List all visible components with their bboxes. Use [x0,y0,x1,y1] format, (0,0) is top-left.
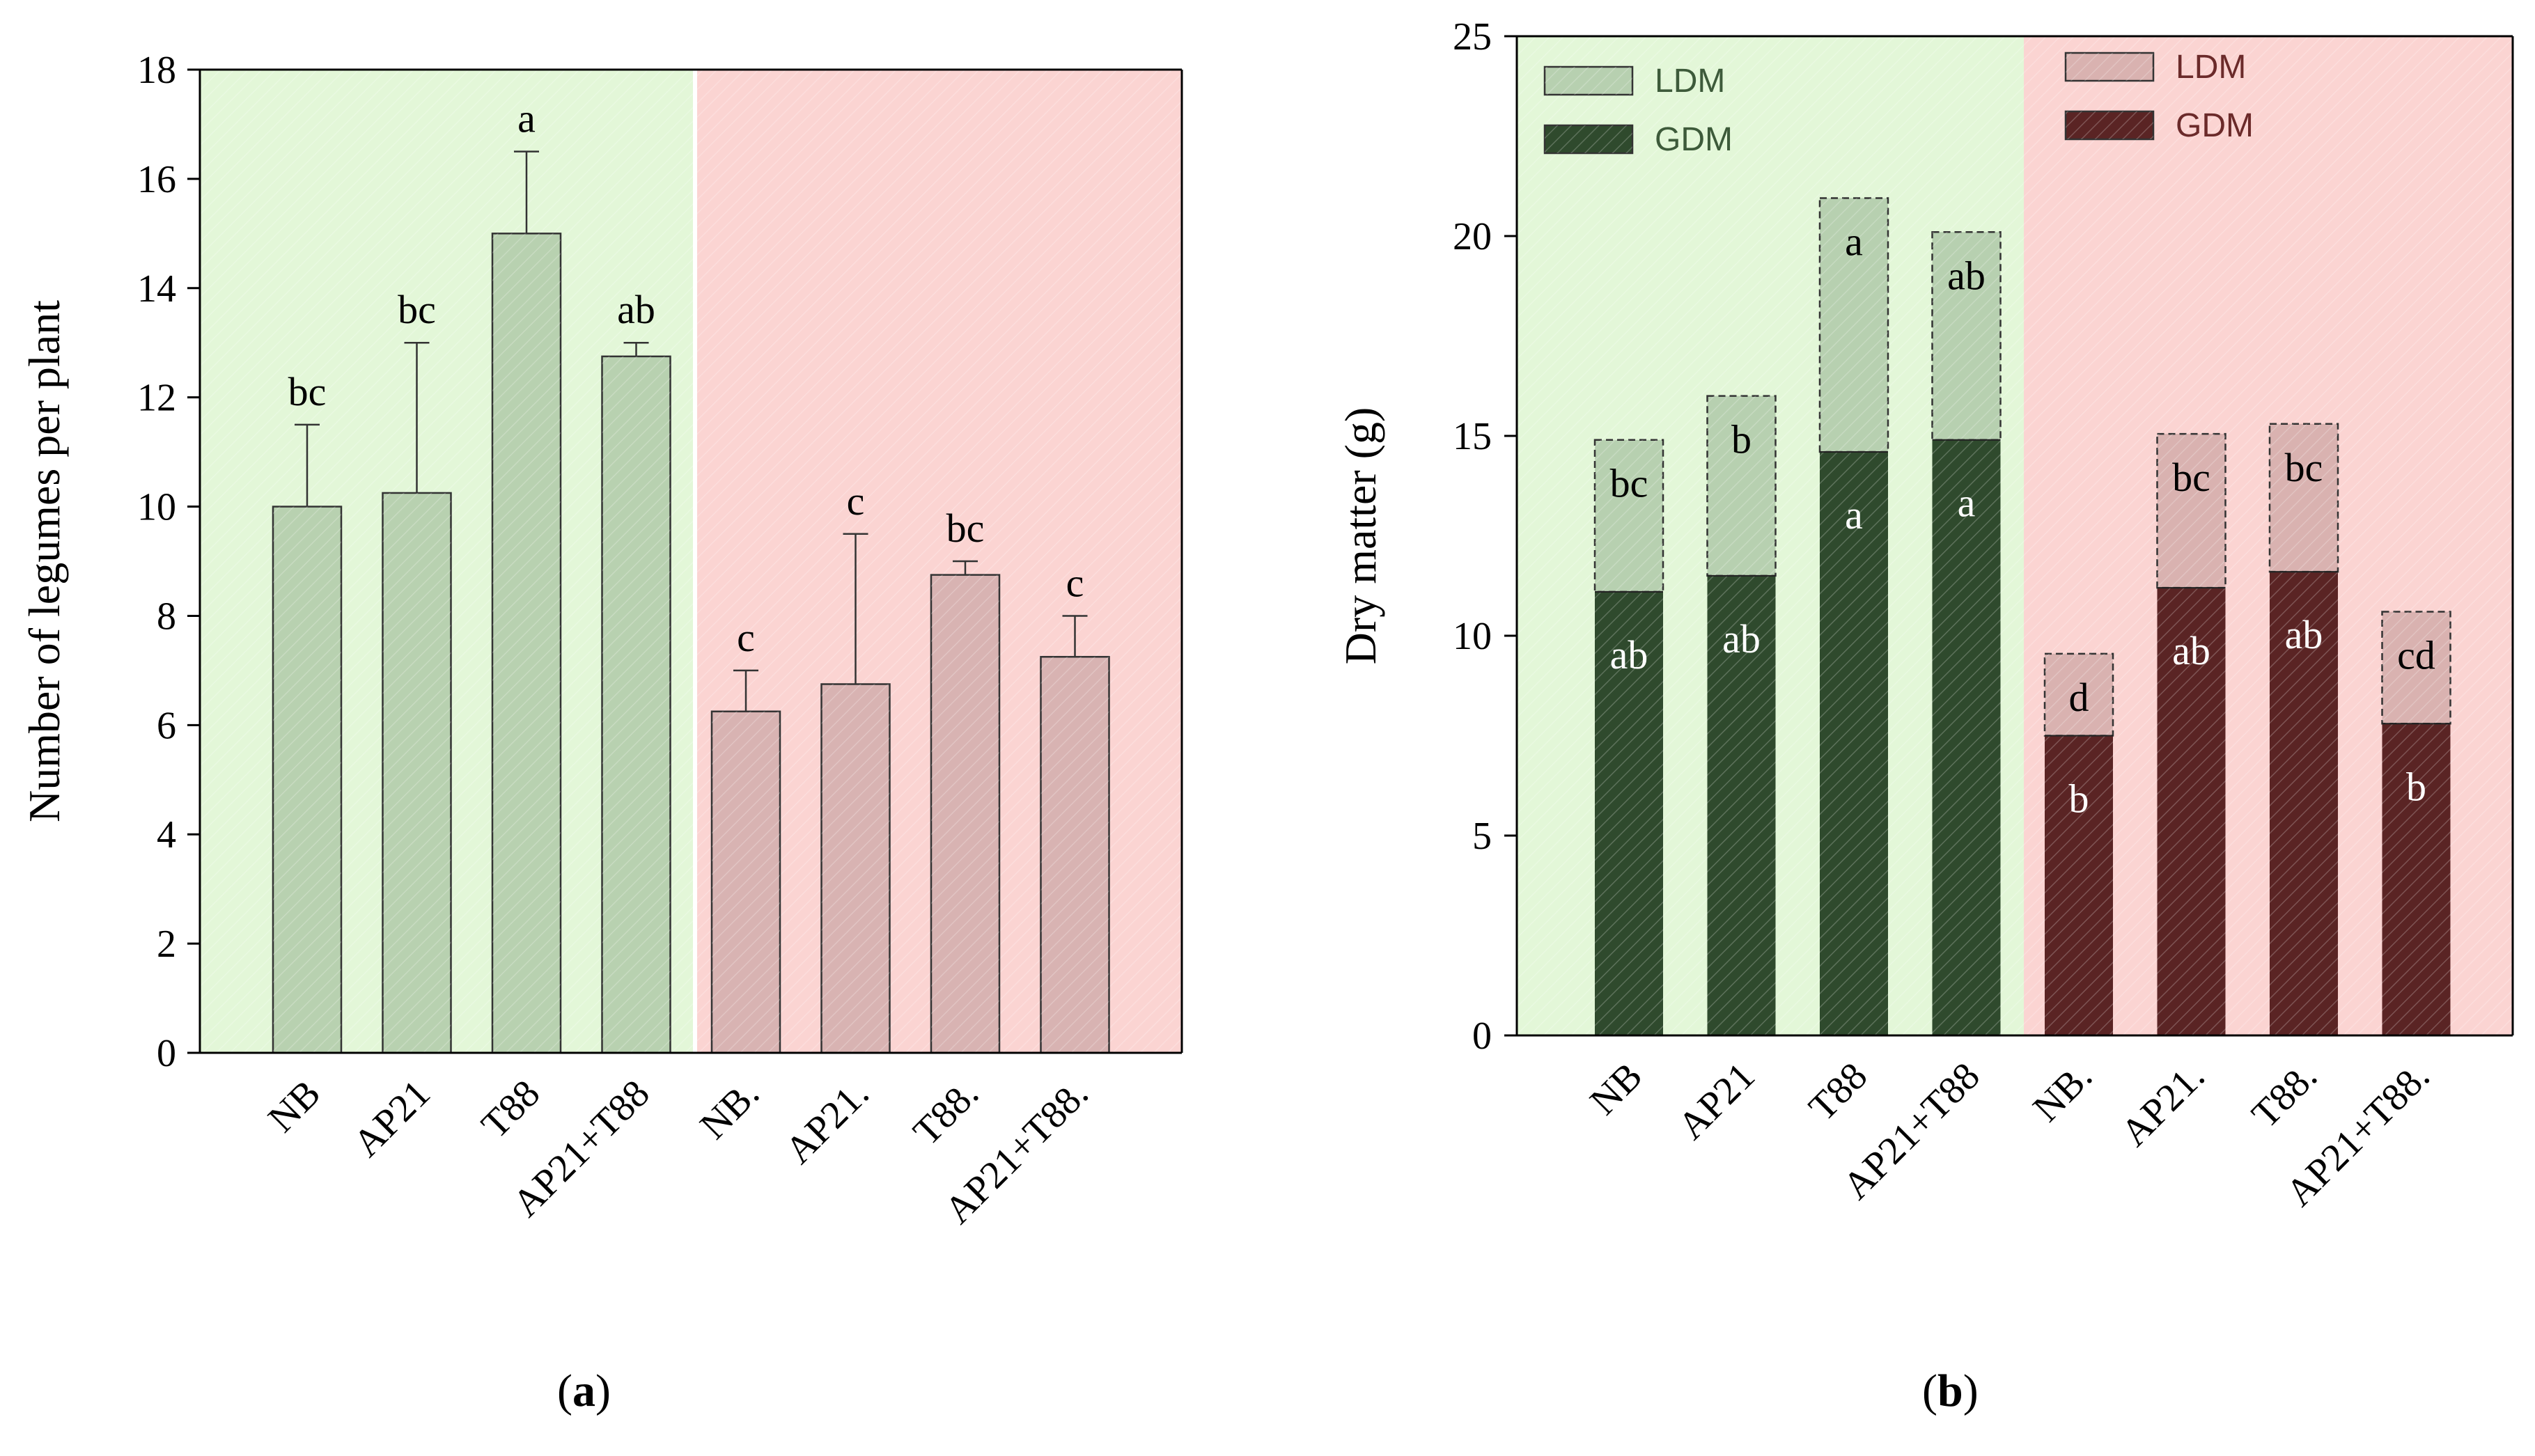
bar-ldm-hatch-ap21-plus-t88 [1932,232,2001,440]
gdm-letter-ap21-plus-t88: a [1958,480,1976,526]
x-tick-label-t88: T88. [2244,1054,2326,1136]
gdm-letter-ap21-plus-t88: b [2406,764,2426,809]
panel-caption-b: (b) [1922,1365,1979,1416]
significance-letter-ap21: bc [398,287,436,332]
bar-hatch-t88 [931,574,999,1053]
significance-letter-nb: bc [288,369,327,414]
y-tick-label-a: 18 [137,49,176,92]
y-tick-label-a: 16 [137,158,176,201]
significance-letter-ap21-plus-t88: ab [617,287,655,332]
gdm-letter-t88: ab [2285,612,2323,657]
ldm-letter-ap21-plus-t88: ab [1947,253,1986,298]
x-tick-label-t88: T88. [905,1072,988,1154]
bar-hatch-nb [712,711,780,1053]
significance-letter-ap21-plus-t88: c [1066,560,1084,605]
y-tick-label-a: 0 [157,1032,176,1075]
bar-gdm-hatch-t88 [1820,451,1888,1035]
y-tick-label-b: 0 [1472,1015,1492,1058]
bar-gdm-hatch-ap21 [2157,588,2226,1035]
bar-ldm-hatch-ap21-plus-t88 [2382,611,2451,724]
x-tick-label-ap21: AP21. [777,1072,878,1172]
bar-hatch-ap21-plus-t88 [1040,657,1109,1053]
x-tick-label-ap21: AP21 [345,1072,439,1165]
y-tick-label-b: 20 [1453,215,1492,258]
y-tick-label-b: 15 [1453,415,1492,458]
bar-ldm-hatch-ap21 [1707,396,1776,576]
x-tick-label-nb: NB. [2025,1054,2100,1130]
gdm-letter-ap21: ab [2172,628,2210,673]
ldm-letter-t88: bc [2285,445,2323,490]
bar-hatch-t88 [492,233,561,1053]
bar-gdm-hatch-ap21-plus-t88 [2382,723,2451,1035]
x-tick-label-ap21: AP21. [2113,1054,2213,1154]
bar-hatch-ap21 [382,492,451,1053]
bar-ldm-hatch-t88 [2270,423,2338,572]
bar-hatch-ap21 [821,684,890,1053]
ldm-letter-ap21: b [1731,417,1752,462]
legend-swatch-hatch-ldm-red [2066,53,2153,81]
y-tick-label-a: 2 [157,923,176,966]
significance-letter-nb: c [737,615,755,660]
y-axis-label-b: Dry matter (g) [1336,407,1385,665]
significance-letter-ap21: c [847,478,865,524]
bar-gdm-hatch-nb [1595,591,1663,1035]
y-tick-label-a: 8 [157,595,176,638]
caption-letter-a: a [572,1365,595,1416]
y-tick-label-b: 5 [1472,815,1492,858]
legend-label-ldm-green: LDM [1655,63,1725,100]
y-tick-label-b: 25 [1453,15,1492,58]
gdm-letter-ap21: ab [1722,616,1761,662]
bar-ldm-hatch-nb [2045,653,2113,736]
y-tick-label-a: 10 [137,486,176,529]
ldm-letter-ap21-plus-t88: cd [2397,633,2435,678]
chart-a: bcNBbcAP21aT88abAP21+T88cNB.cAP21.bcT88.… [20,49,1183,1232]
significance-letter-t88: a [517,96,536,141]
ldm-letter-nb: bc [1610,461,1648,506]
x-tick-label-t88: T88 [474,1072,549,1147]
x-tick-label-nb: NB [1582,1054,1651,1123]
bar-gdm-hatch-ap21-plus-t88 [1932,439,2001,1035]
x-tick-label-t88: T88 [1801,1054,1876,1129]
legend-label-gdm-red: GDM [2176,107,2254,144]
bar-hatch-ap21-plus-t88 [602,356,671,1053]
bar-gdm-hatch-t88 [2270,572,2338,1035]
legend-swatch-hatch-gdm-red [2066,111,2153,139]
significance-letter-t88: bc [946,506,985,551]
gdm-letter-nb: ab [1610,632,1648,678]
gdm-letter-nb: b [2069,776,2089,822]
legend-swatch-hatch-ldm-green [1545,67,1632,95]
x-tick-label-nb: NB [260,1072,329,1141]
y-tick-label-a: 6 [157,704,176,747]
chart-b: bcabNBbabAP21aaT88abaAP21+T88dbNB.bcabAP… [1336,15,2514,1214]
x-tick-label-nb: NB. [692,1072,767,1148]
bar-gdm-hatch-nb [2045,735,2113,1035]
legend-label-ldm-red: LDM [2176,49,2246,86]
panel-caption-a: (a) [557,1365,611,1416]
legend-label-gdm-green: GDM [1655,121,1733,158]
y-axis-label-a: Number of legumes per plant [20,300,69,822]
bar-ldm-hatch-t88 [1820,198,1888,452]
ldm-letter-ap21: bc [2172,455,2210,500]
caption-letter-b: b [1937,1365,1963,1416]
x-tick-label-ap21: AP21 [1670,1054,1763,1148]
ldm-letter-t88: a [1845,219,1863,264]
y-tick-label-b: 10 [1453,615,1492,658]
bar-ldm-hatch-ap21 [2157,434,2226,588]
bar-hatch-nb [273,506,341,1053]
bar-gdm-hatch-ap21 [1707,575,1776,1035]
y-tick-label-a: 12 [137,377,176,420]
ldm-letter-nb: d [2069,675,2089,720]
y-tick-label-a: 4 [157,813,176,856]
y-tick-label-a: 14 [137,267,176,311]
legend-swatch-hatch-gdm-green [1545,125,1632,153]
gdm-letter-t88: a [1845,492,1863,538]
bar-ldm-hatch-nb [1595,439,1663,592]
